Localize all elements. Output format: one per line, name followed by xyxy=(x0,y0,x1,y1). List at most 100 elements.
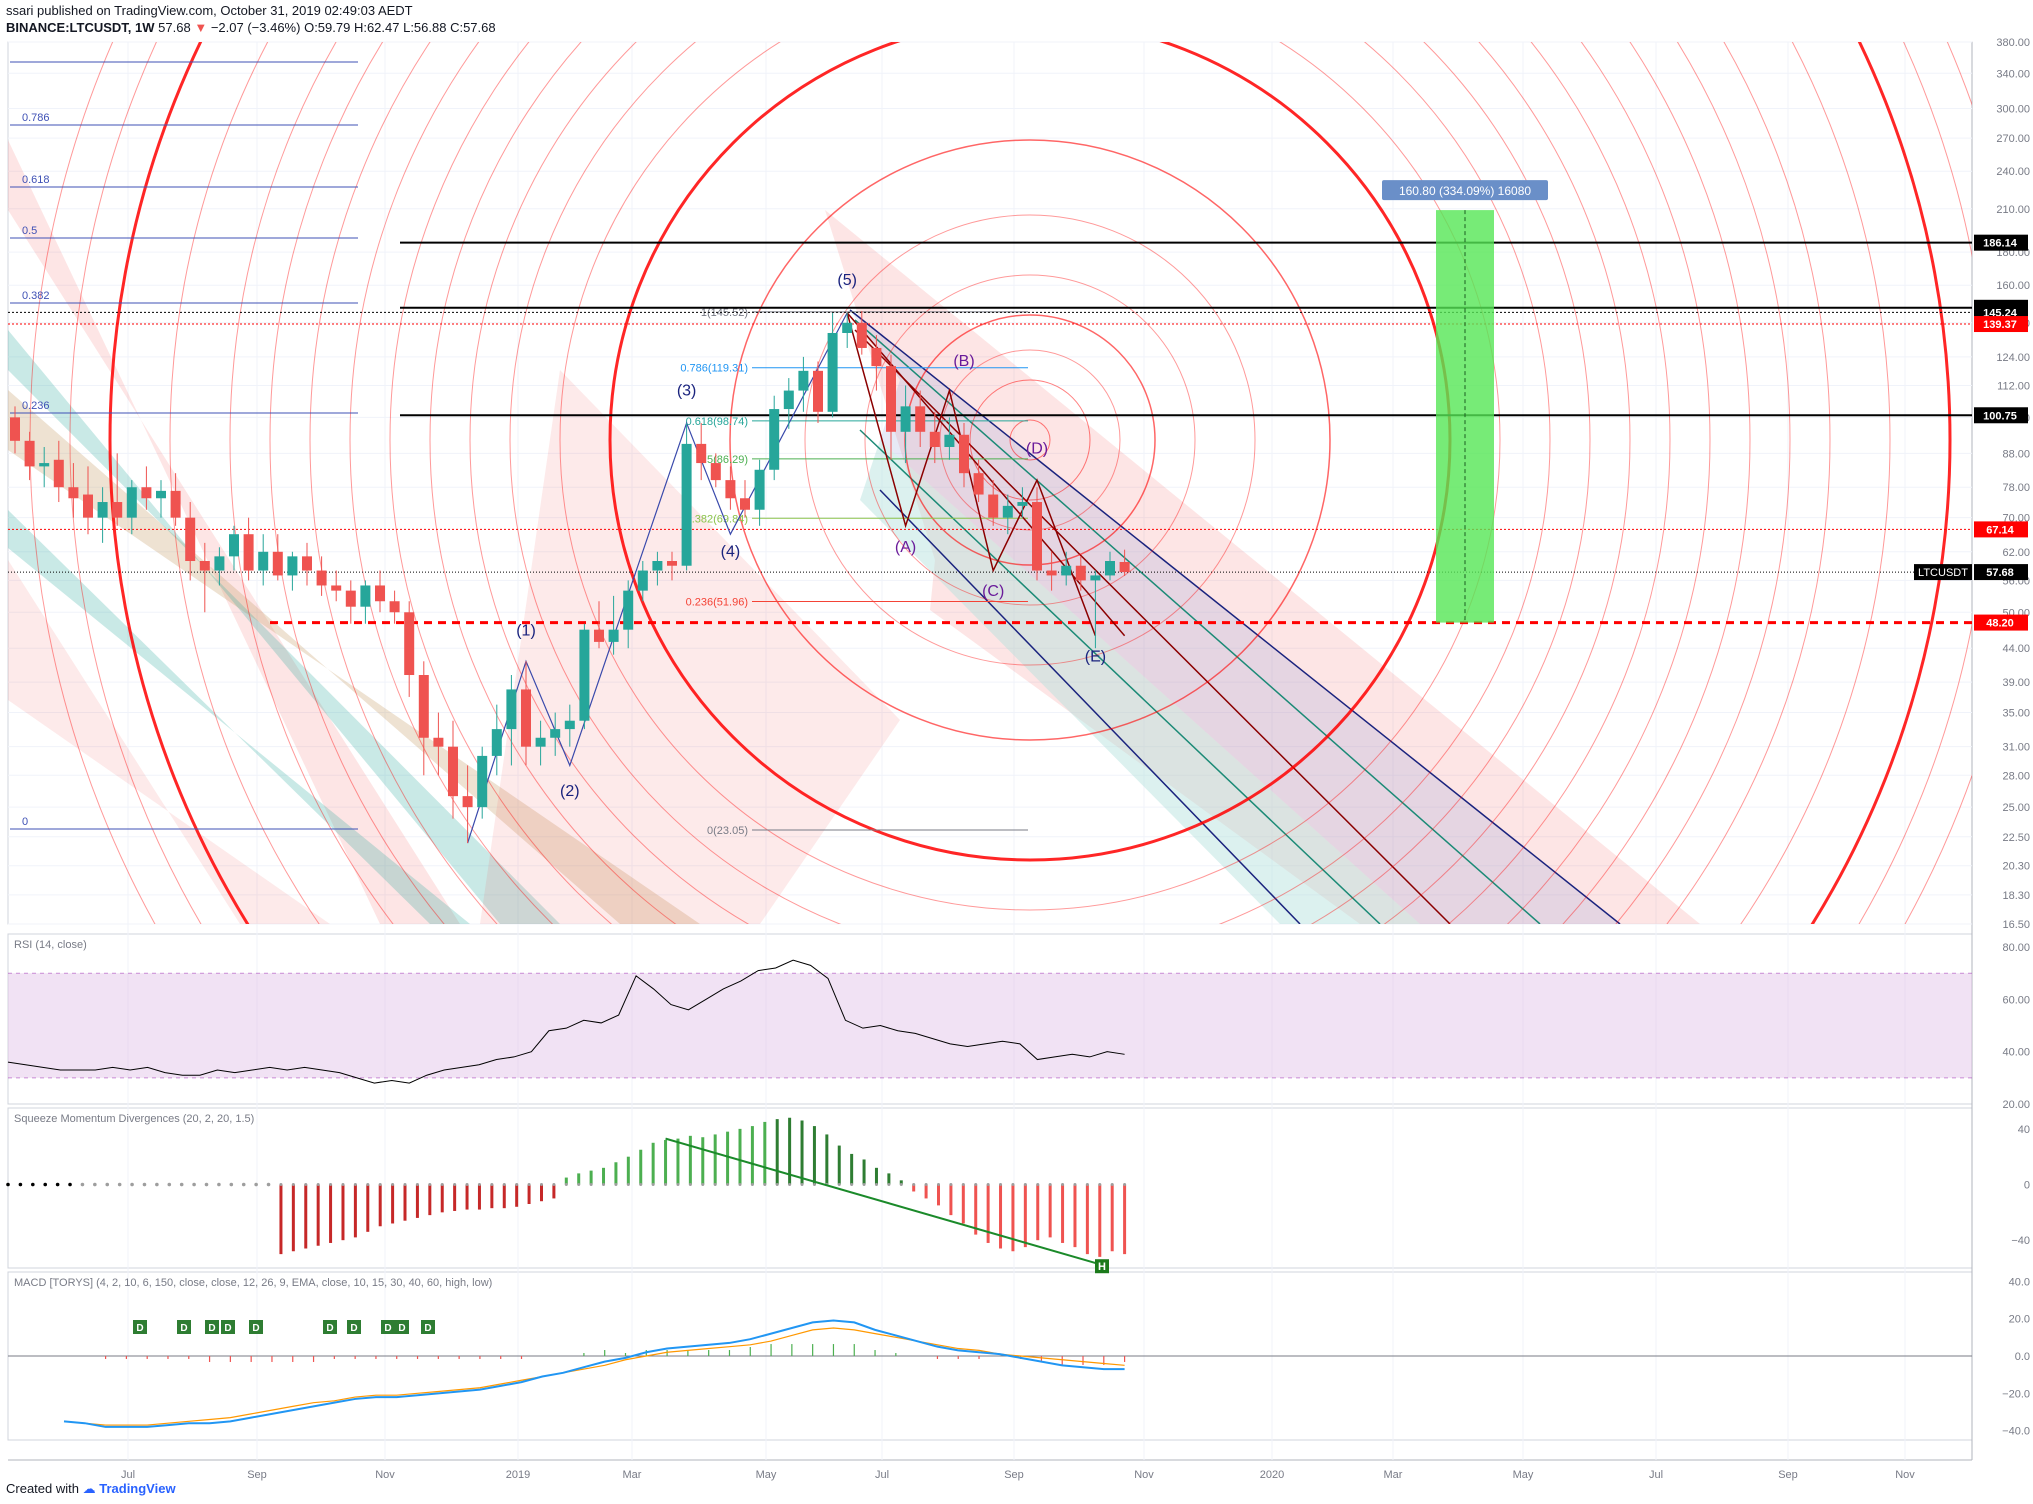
macd-axis-label: 20.0 xyxy=(2009,1314,2030,1326)
pink-channel-bottom xyxy=(8,560,330,924)
y-tick-label: 44.00 xyxy=(2002,643,2030,655)
tradingview-logo-icon: ☁ xyxy=(82,1481,96,1496)
candle-body xyxy=(813,370,823,412)
squeeze-dot xyxy=(937,1183,940,1187)
elliott-correction-line xyxy=(846,312,1097,636)
candle-body xyxy=(564,720,575,730)
arc-0 xyxy=(1009,419,1051,461)
squeeze-dot xyxy=(241,1182,246,1187)
candle-body xyxy=(637,570,648,591)
price-tag: 48.20 xyxy=(1986,618,2014,630)
arc-5 xyxy=(804,214,1256,666)
macd-marker-bg xyxy=(221,1320,235,1334)
wave-label: (B) xyxy=(953,353,974,370)
wave-label: (2) xyxy=(560,783,580,800)
fib-mid-label: 0.618(98.74) xyxy=(686,416,748,428)
symbol-line: BINANCE:LTCUSDT, 1W 57.68 ▼ −2.07 (−3.46… xyxy=(6,20,496,35)
squeeze-dot xyxy=(117,1182,122,1187)
squeeze-dot xyxy=(291,1183,295,1187)
candle-body xyxy=(652,561,663,571)
candle-body xyxy=(783,390,794,410)
arc-2 xyxy=(939,349,1121,531)
candle-body xyxy=(302,556,312,571)
fib-mid-label: 0.5(86.29) xyxy=(698,454,748,466)
y-tick-label: 380.00 xyxy=(1996,37,2030,49)
squeeze-dot xyxy=(539,1183,543,1187)
squeeze-dot xyxy=(688,1183,692,1187)
macd-marker: D xyxy=(208,1323,215,1334)
fib-mid-label: 0.382(69.84) xyxy=(686,513,748,525)
macd-marker: D xyxy=(180,1323,187,1334)
y-tick-label: 78.00 xyxy=(2002,482,2030,494)
squeeze-dot xyxy=(850,1183,854,1187)
candle-body xyxy=(1105,561,1115,576)
candle-body xyxy=(477,755,488,808)
squeeze-dot xyxy=(527,1183,531,1187)
price-drawings: 0.7860.6180.50.3820.23601(145.52)0.786(1… xyxy=(8,42,1972,924)
y-tick-label: 25.00 xyxy=(2002,802,2030,814)
squeeze-dot xyxy=(788,1183,792,1187)
price-tag: 100.75 xyxy=(1983,410,2017,422)
squeeze-dot xyxy=(31,1182,35,1187)
candle-body xyxy=(623,590,634,630)
squeeze-dot xyxy=(80,1182,85,1187)
footer: Created with ☁ TradingView xyxy=(6,1481,176,1497)
squeeze-dot xyxy=(1061,1183,1065,1187)
wave-label: (5) xyxy=(837,272,857,289)
last-price: 57.68 xyxy=(158,20,191,35)
squeeze-dot xyxy=(304,1183,308,1187)
squeeze-dot xyxy=(1085,1183,1089,1187)
squeeze-dot xyxy=(924,1183,928,1187)
candle-body xyxy=(316,570,327,586)
rsi-axis-label: 60.00 xyxy=(2002,994,2030,1006)
x-tick-label: May xyxy=(756,1469,777,1481)
arc-11 xyxy=(429,42,1631,924)
fib-mid-label: 0.236(51.96) xyxy=(686,596,748,608)
candle-body xyxy=(521,689,531,747)
candle-body xyxy=(170,490,181,518)
pink-channel-mid xyxy=(480,370,900,924)
candle-body xyxy=(959,434,969,474)
squeeze-dot xyxy=(639,1183,643,1187)
fib-left-label: 0.618 xyxy=(22,174,50,186)
squeeze-dot xyxy=(217,1182,221,1187)
candle-body xyxy=(915,406,926,432)
squeeze-axis-label: 0 xyxy=(2024,1180,2030,1192)
arc-3 xyxy=(904,314,1156,566)
x-tick-label: 2019 xyxy=(506,1469,530,1481)
candle-body xyxy=(886,366,896,432)
candle-body xyxy=(1090,575,1101,581)
squeeze-dot xyxy=(1110,1183,1114,1187)
y-tick-label: 28.00 xyxy=(2002,770,2030,782)
candle-body xyxy=(710,463,721,481)
macd-marker-bg xyxy=(249,1320,263,1334)
squeeze-dot xyxy=(862,1183,866,1187)
arc-10 xyxy=(469,42,1591,924)
squeeze-dot xyxy=(440,1183,444,1187)
squeeze-dot xyxy=(589,1183,593,1187)
candle-body xyxy=(681,443,692,566)
fib-mid-label: 0(23.05) xyxy=(707,825,748,837)
macd-marker: D xyxy=(326,1323,333,1334)
y-tick-label: 62.00 xyxy=(2002,547,2030,559)
x-tick-label: Mar xyxy=(1384,1469,1403,1481)
candle-body xyxy=(1017,502,1028,506)
x-tick-label: Nov xyxy=(1134,1469,1154,1481)
arc-6 xyxy=(729,139,1331,741)
arc-15 xyxy=(269,42,1791,924)
macd-marker-bg xyxy=(205,1320,219,1334)
macd-marker-bg xyxy=(381,1320,395,1334)
squeeze-axis-label: 40 xyxy=(2018,1124,2030,1136)
squeeze-dot xyxy=(912,1183,916,1187)
fib-mid-label: 0.786(119.31) xyxy=(680,363,748,375)
candle-body xyxy=(491,729,502,756)
squeeze-dot xyxy=(341,1183,345,1187)
squeeze-dot xyxy=(415,1183,419,1187)
y-tick-label: 39.00 xyxy=(2002,677,2030,689)
squeeze-dot xyxy=(477,1183,481,1187)
y-tick-label: 35.00 xyxy=(2002,708,2030,720)
y-tick-label: 18.30 xyxy=(2002,890,2030,902)
squeeze-dot xyxy=(701,1183,705,1187)
squeeze-dot xyxy=(266,1182,271,1187)
